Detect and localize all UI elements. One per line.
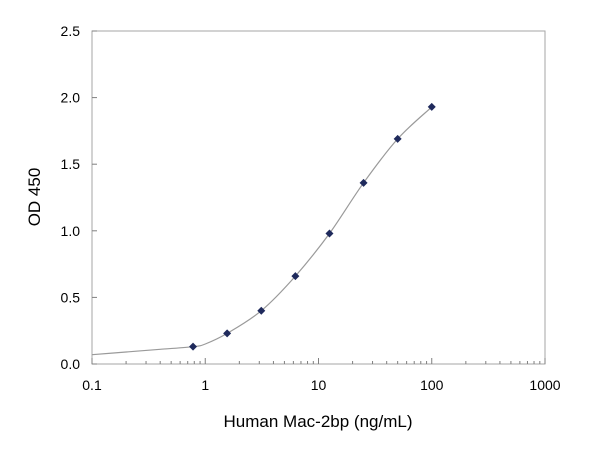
data-point bbox=[325, 229, 334, 238]
ticks bbox=[91, 30, 546, 365]
x-tick-label: 1 bbox=[201, 377, 209, 393]
y-tick-label: 2.5 bbox=[61, 23, 81, 39]
data-point bbox=[393, 134, 402, 143]
tick-labels: 0.0 0.5 1.0 1.5 2.0 2.5 0.1 1 10 100 1000 bbox=[61, 23, 561, 393]
x-tick-label: 1000 bbox=[529, 377, 560, 393]
y-tick-label: 1.5 bbox=[61, 156, 81, 172]
y-tick-label: 2.0 bbox=[61, 90, 81, 106]
data-point bbox=[359, 178, 368, 187]
y-tick-label: 0.5 bbox=[61, 289, 81, 305]
y-tick-label: 0.0 bbox=[61, 356, 81, 372]
data-point bbox=[291, 272, 300, 281]
data-point bbox=[427, 102, 436, 111]
y-axis-title: OD 450 bbox=[25, 168, 44, 227]
data-point bbox=[257, 306, 266, 315]
data-point bbox=[189, 342, 198, 351]
fit-curve bbox=[91, 106, 433, 356]
y-tick-label: 1.0 bbox=[61, 223, 81, 239]
x-axis-title: Human Mac-2bp (ng/mL) bbox=[224, 412, 413, 431]
x-tick-label: 100 bbox=[420, 377, 444, 393]
fit-curve-group bbox=[91, 106, 433, 356]
x-tick-label: 0.1 bbox=[82, 377, 102, 393]
data-points bbox=[189, 102, 436, 351]
x-tick-label: 10 bbox=[311, 377, 327, 393]
plot-area bbox=[91, 30, 546, 365]
data-point bbox=[223, 329, 232, 338]
